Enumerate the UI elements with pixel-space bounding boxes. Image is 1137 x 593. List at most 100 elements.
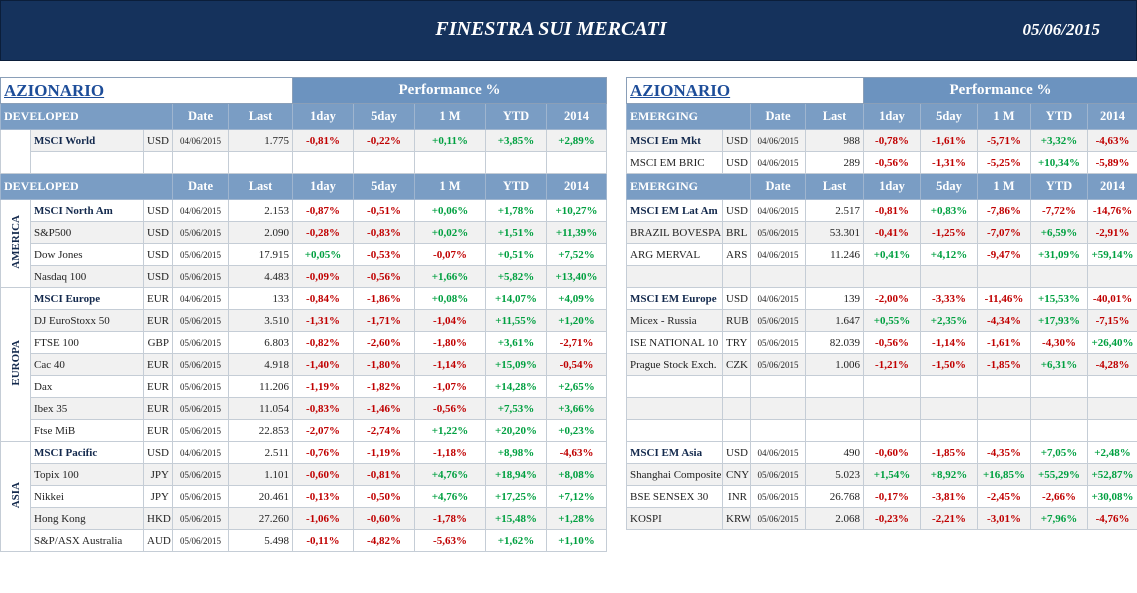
empty-cell: [805, 397, 864, 420]
index-name: Hong Kong: [30, 507, 144, 530]
perf-1m: +1,22%: [414, 419, 487, 442]
header-bar: FINESTRA SUI MERCATI 05/06/2015: [0, 0, 1137, 61]
perf-1m: -1,80%: [414, 331, 487, 354]
perf-ytd: +3,32%: [1030, 129, 1088, 152]
perf-5day: -0,53%: [353, 243, 416, 266]
last-value: 11.246: [805, 243, 864, 266]
column-header: 5day: [353, 103, 416, 130]
perf-5day: -2,60%: [353, 331, 416, 354]
empty-cell: [920, 397, 978, 420]
empty-cell: [1086, 375, 1137, 398]
currency: EUR: [143, 419, 173, 442]
section-label: EMERGING: [626, 103, 751, 130]
date: 05/06/2015: [172, 243, 229, 266]
perf-2014: -2,71%: [546, 331, 608, 354]
data-row: Ftse MiB EUR 05/06/2015 22.853 -2,07% -2,74% +…: [1, 419, 608, 442]
perf-1m: +0,06%: [414, 199, 487, 222]
perf-1m: +0,02%: [414, 221, 487, 244]
perf-2014: +13,40%: [546, 265, 608, 288]
perf-2014: +2,65%: [546, 375, 608, 398]
empty-cell: [1030, 397, 1088, 420]
perf-ytd: +17,93%: [1030, 309, 1088, 332]
last-value: 1.647: [805, 309, 864, 332]
empty-cell: [805, 419, 864, 442]
column-header: Last: [805, 173, 864, 200]
index-name: MSCI EM Europe: [626, 287, 723, 310]
currency: INR: [722, 485, 751, 508]
perf-5day: -3,81%: [920, 485, 978, 508]
index-name: Ibex 35: [30, 397, 144, 420]
perf-ytd: +15,48%: [485, 507, 548, 530]
perf-5day: -1,80%: [353, 353, 416, 376]
empty-cell: [722, 375, 751, 398]
empty-cell: [920, 375, 978, 398]
region-label: EUROPA: [9, 340, 22, 386]
perf-ytd: +14,28%: [485, 375, 548, 398]
last-value: 27.260: [227, 507, 294, 530]
performance-header: Performance %: [292, 77, 608, 104]
last-value: 2.090: [227, 221, 294, 244]
empty-cell: [750, 265, 806, 288]
page-title: FINESTRA SUI MERCATI: [435, 18, 667, 40]
index-name: Ftse MiB: [30, 419, 144, 442]
currency: JPY: [143, 463, 173, 486]
perf-5day: -1,61%: [920, 129, 978, 152]
data-row: [626, 397, 1137, 420]
index-name: Dow Jones: [30, 243, 144, 266]
perf-1day: +0,05%: [292, 243, 355, 266]
index-name: MSCI North Am: [30, 199, 144, 222]
perf-2014: +1,20%: [546, 309, 608, 332]
currency: EUR: [143, 397, 173, 420]
date: 05/06/2015: [172, 529, 229, 552]
currency: GBP: [143, 331, 173, 354]
last-value: 5.498: [227, 529, 294, 552]
empty-cell: [805, 375, 864, 398]
column-header: 5day: [920, 173, 978, 200]
perf-2014: -2,91%: [1086, 221, 1137, 244]
data-row: Ibex 35 EUR 05/06/2015 11.054 -0,83% -1,46% -0…: [1, 397, 608, 420]
perf-2014: -14,76%: [1086, 199, 1137, 222]
left-table: AZIONARIO Performance % DEVELOPED Date Last 1…: [0, 77, 608, 552]
perf-ytd: +15,53%: [1030, 287, 1088, 310]
perf-1m: +4,76%: [414, 463, 487, 486]
date: 05/06/2015: [172, 331, 229, 354]
perf-5day: -0,81%: [353, 463, 416, 486]
empty-cell: [863, 419, 921, 442]
last-value: 2.153: [227, 199, 294, 222]
perf-1m: -1,61%: [977, 331, 1031, 354]
perf-1day: -0,23%: [863, 507, 921, 530]
data-row: MSCI EM Asia USD 04/06/2015 490 -0,60% -1,85%…: [626, 441, 1137, 464]
perf-1m: -1,18%: [414, 441, 487, 464]
currency: EUR: [143, 287, 173, 310]
column-header: YTD: [485, 173, 548, 200]
index-name: Nasdaq 100: [30, 265, 144, 288]
region-cell: [0, 129, 31, 174]
perf-2014: -5,89%: [1086, 151, 1137, 174]
perf-1day: -0,56%: [863, 151, 921, 174]
perf-1m: -0,56%: [414, 397, 487, 420]
perf-5day: -0,51%: [353, 199, 416, 222]
date: 05/06/2015: [750, 353, 806, 376]
index-name: ARG MERVAL: [626, 243, 723, 266]
currency: BRL: [722, 221, 751, 244]
perf-5day: -0,22%: [353, 129, 416, 152]
empty-cell: [626, 397, 723, 420]
data-row: Prague Stock Exch. CZK 05/06/2015 1.006 -1,2…: [626, 353, 1137, 376]
empty-cell: [920, 419, 978, 442]
data-row: Cac 40 EUR 05/06/2015 4.918 -1,40% -1,80% -1,1…: [1, 353, 608, 376]
date: 05/06/2015: [750, 507, 806, 530]
subheader-row: EMERGING Date Last 1day 5day 1 M YTD 2014: [626, 173, 1137, 200]
perf-1m: -5,25%: [977, 151, 1031, 174]
perf-2014: -4,28%: [1086, 353, 1137, 376]
column-header: 1 M: [414, 103, 487, 130]
perf-2014: -40,01%: [1086, 287, 1137, 310]
perf-2014: +3,66%: [546, 397, 608, 420]
perf-1day: -0,09%: [292, 265, 355, 288]
perf-1day: +0,41%: [863, 243, 921, 266]
perf-1day: +0,55%: [863, 309, 921, 332]
perf-2014: -0,54%: [546, 353, 608, 376]
date: 04/06/2015: [750, 243, 806, 266]
column-header: Last: [227, 173, 294, 200]
perf-1m: -3,01%: [977, 507, 1031, 530]
index-name: MSCI World: [30, 129, 144, 152]
